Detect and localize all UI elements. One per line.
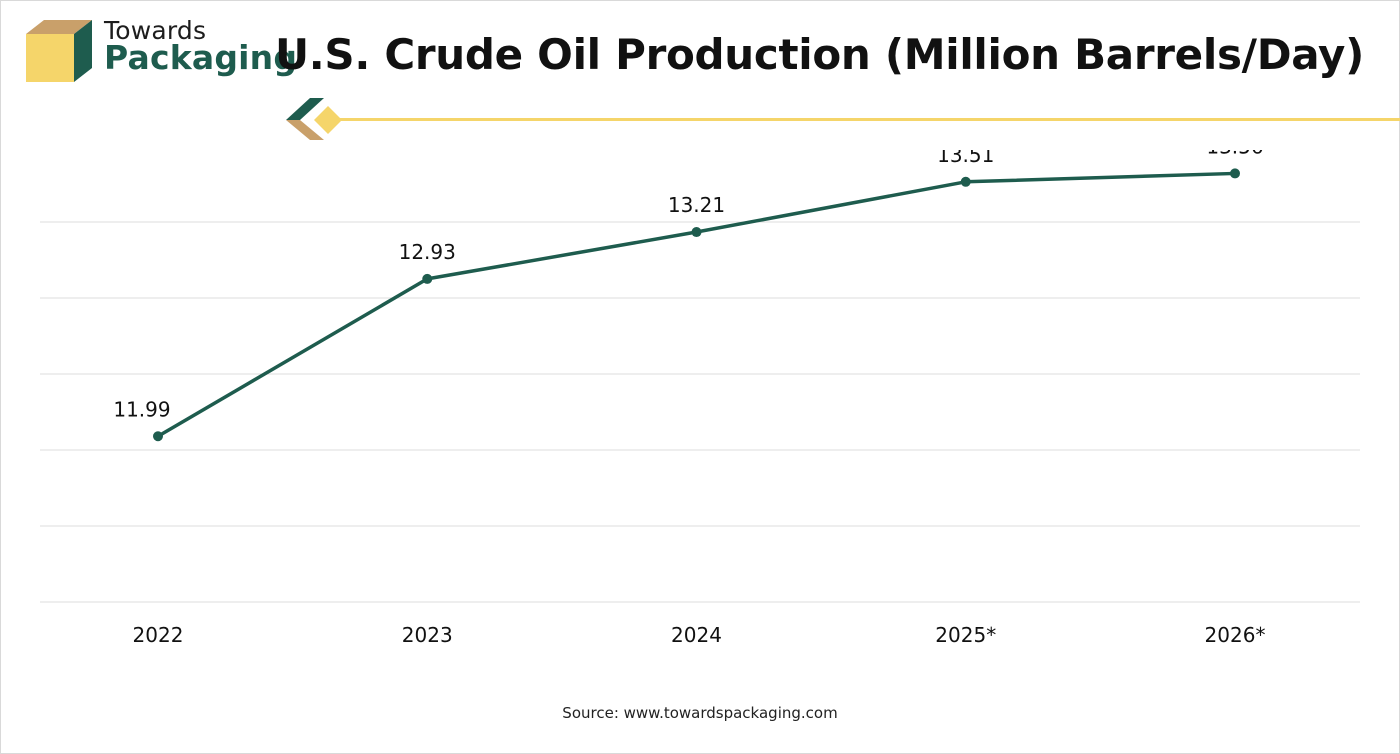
x-tick-label: 2026*: [1205, 623, 1266, 647]
data-label: 13.21: [668, 193, 725, 217]
x-tick-label: 2025*: [935, 623, 996, 647]
data-label: 11.99: [113, 397, 170, 421]
x-tick-label: 2022: [133, 623, 184, 647]
data-label: 12.93: [399, 240, 456, 264]
box-logo-icon: [26, 20, 92, 82]
brand-name-top: Towards: [104, 16, 207, 45]
grid-lines: [40, 221, 1360, 603]
x-tick-label: 2024: [671, 623, 722, 647]
chart-title: U.S. Crude Oil Production (Million Barre…: [274, 30, 1364, 79]
brand-logo: Towards Packaging: [26, 16, 297, 86]
header-divider-line: [338, 118, 1400, 121]
x-tick-label: 2023: [402, 623, 453, 647]
data-labels: 11.99 12.93 13.21 13.51 13.56: [113, 150, 1263, 421]
data-label: 13.56: [1206, 150, 1263, 158]
diamond-divider-icon: [286, 98, 342, 140]
data-point: [422, 273, 433, 284]
source-note: Source: www.towardspackaging.com: [562, 704, 838, 722]
data-points: [153, 168, 1240, 442]
brand-name-bottom: Packaging: [104, 38, 298, 77]
data-point: [1230, 168, 1240, 179]
data-label: 13.51: [937, 150, 994, 167]
x-axis-ticks: 2022 2023 2024 2025* 2026*: [133, 623, 1266, 647]
data-point: [691, 227, 702, 238]
data-point: [153, 431, 163, 442]
data-point: [960, 176, 971, 187]
